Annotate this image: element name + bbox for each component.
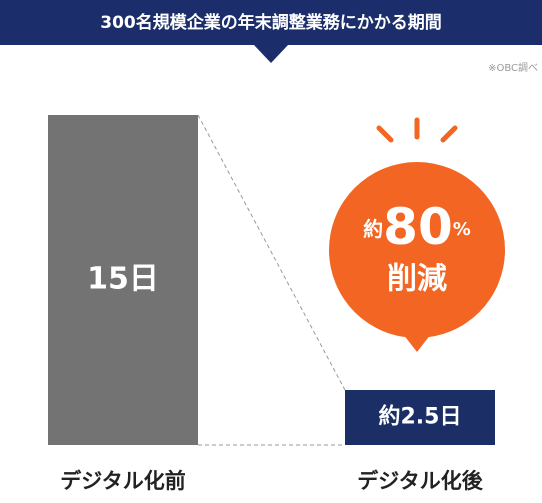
category-label: デジタル化後 xyxy=(357,469,484,493)
bar xyxy=(48,115,198,445)
callout-part: 80 xyxy=(383,198,453,256)
callout-text: 削減 xyxy=(387,262,447,297)
header-pointer xyxy=(254,45,288,63)
callout-ray xyxy=(376,125,394,143)
value-label: 15日 xyxy=(87,262,159,297)
value-label: 約2.5日 xyxy=(379,404,462,430)
callout-ray xyxy=(440,125,458,143)
callout-pointer xyxy=(403,334,431,352)
callout-bubble xyxy=(329,162,505,338)
callout-part: 約 xyxy=(363,217,383,241)
callout-part: % xyxy=(453,219,471,240)
connector xyxy=(197,114,346,391)
source-note: ※OBC調べ xyxy=(488,61,538,74)
callout-text: 約80% xyxy=(363,198,471,256)
category-label: デジタル化前 xyxy=(60,469,186,493)
bar xyxy=(345,390,495,445)
header-title: 300名規模企業の年末調整業務にかかる期間 xyxy=(100,12,442,33)
header-band xyxy=(0,0,542,45)
